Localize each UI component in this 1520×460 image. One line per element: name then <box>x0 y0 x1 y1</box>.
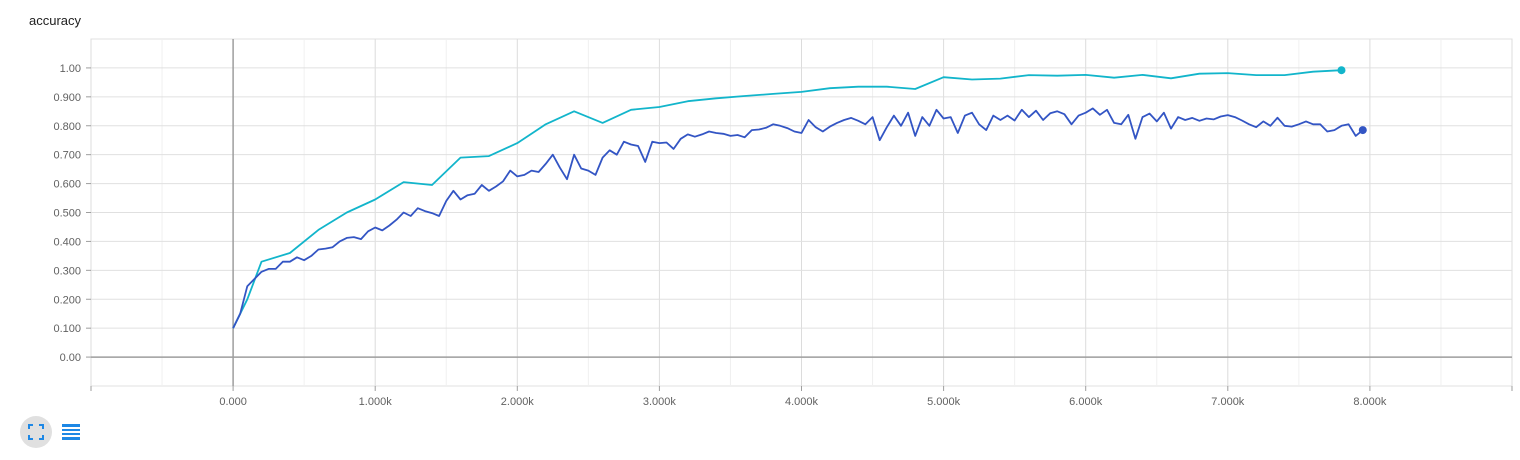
y-tick-label: 0.400 <box>53 236 81 248</box>
x-tick-label: 2.000k <box>501 396 535 408</box>
x-tick-label: 4.000k <box>785 396 819 408</box>
chart-title: accuracy <box>29 13 82 28</box>
series-line-1 <box>232 107 1364 329</box>
series-line-0 <box>232 69 1342 329</box>
x-tick-label: 6.000k <box>1069 396 1103 408</box>
y-tick-label: 0.200 <box>53 294 81 306</box>
y-tick-label: 0.900 <box>53 92 81 104</box>
x-tick-label: 0.000 <box>219 396 247 408</box>
y-tick-label: 0.100 <box>53 323 81 335</box>
list-icon <box>62 424 80 440</box>
y-tick-label: 0.00 <box>60 352 81 364</box>
x-tick-label: 1.000k <box>359 396 393 408</box>
x-tick-label: 3.000k <box>643 396 677 408</box>
accuracy-chart: 0.000 1.000k 2.000k 3.000k 4.000k 5.000k 6.000… <box>53 38 1513 408</box>
y-tick-label: 1.00 <box>60 63 81 75</box>
series-group <box>232 66 1367 329</box>
x-tick-labels: 0.000 1.000k 2.000k 3.000k 4.000k 5.000k 6.000… <box>219 396 1387 408</box>
y-tick-label: 0.300 <box>53 265 81 277</box>
y-tick-label: 0.700 <box>53 150 81 162</box>
series-end-point-0 <box>1337 66 1346 75</box>
y-tick-label: 0.800 <box>53 121 81 133</box>
y-tick-label: 0.600 <box>53 179 81 191</box>
series-end-point-1 <box>1358 126 1367 135</box>
fullscreen-icon <box>28 424 44 440</box>
y-tick-label: 0.500 <box>53 208 81 220</box>
fullscreen-button[interactable] <box>20 416 52 448</box>
x-tick-label: 8.000k <box>1353 396 1387 408</box>
x-tick-label: 5.000k <box>927 396 961 408</box>
toggle-log-button[interactable] <box>55 416 87 448</box>
x-tick-label: 7.000k <box>1211 396 1245 408</box>
y-tick-labels: 0.00 0.100 0.200 0.300 0.400 0.500 0.600 0.700 0… <box>53 63 81 364</box>
